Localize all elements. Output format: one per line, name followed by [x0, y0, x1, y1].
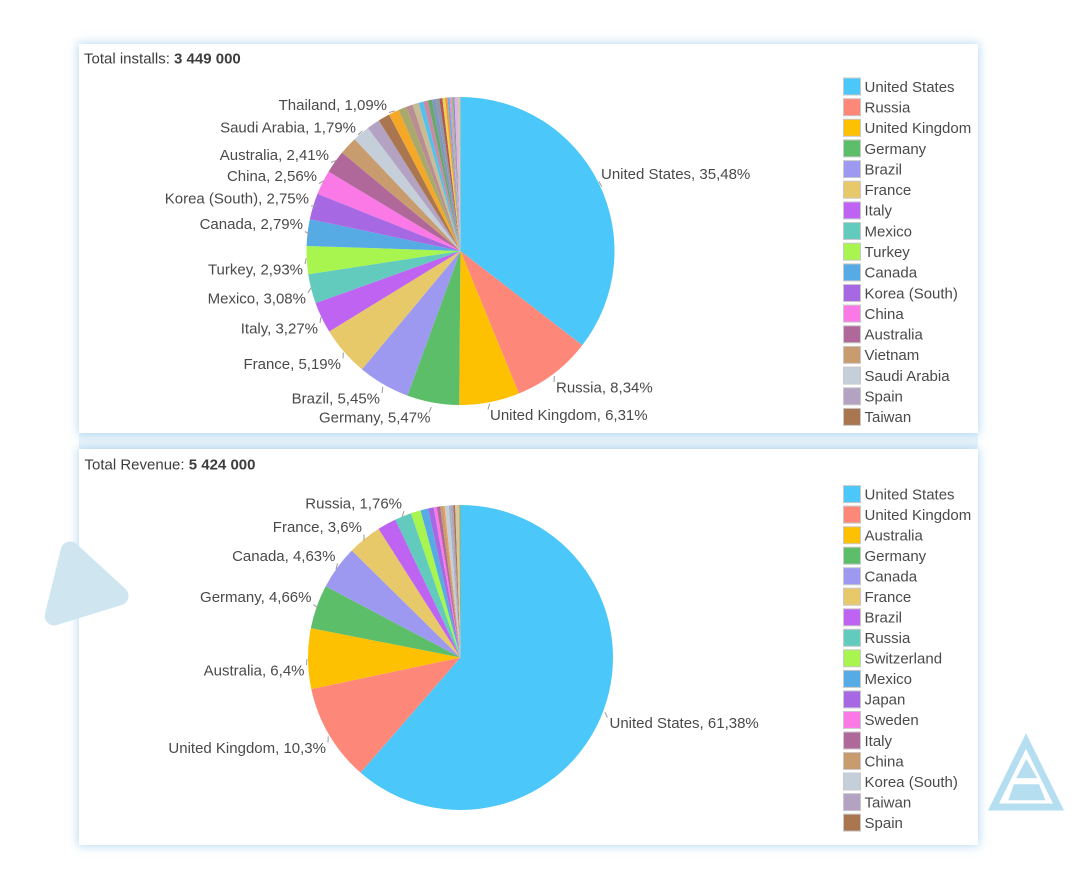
svg-text:Canada, 2,79%: Canada, 2,79% — [200, 216, 303, 233]
svg-text:Brazil: Brazil — [865, 161, 903, 178]
svg-text:Germany, 4,66%: Germany, 4,66% — [200, 589, 311, 606]
svg-text:Korea (South): Korea (South) — [865, 774, 958, 791]
svg-text:Spain: Spain — [865, 389, 903, 406]
svg-text:United Kingdom: United Kingdom — [865, 507, 972, 524]
svg-text:Total Revenue: 5 424 000: Total Revenue: 5 424 000 — [85, 457, 256, 474]
svg-text:Sweden: Sweden — [865, 712, 919, 729]
svg-text:Italy, 3,27%: Italy, 3,27% — [241, 321, 318, 338]
svg-text:Australia: Australia — [865, 528, 924, 545]
svg-text:United States, 61,38%: United States, 61,38% — [610, 715, 759, 732]
svg-text:Italy: Italy — [865, 203, 893, 220]
svg-text:Thailand, 1,09%: Thailand, 1,09% — [279, 97, 387, 114]
svg-text:China: China — [865, 306, 905, 323]
svg-text:Total installs: 3 449 000: Total installs: 3 449 000 — [84, 51, 241, 68]
svg-text:France, 5,19%: France, 5,19% — [243, 356, 341, 373]
svg-text:Mexico: Mexico — [865, 671, 913, 688]
svg-text:Brazil, 5,45%: Brazil, 5,45% — [292, 391, 380, 408]
svg-text:Germany, 5,47%: Germany, 5,47% — [319, 410, 430, 427]
svg-text:Saudi Arabia: Saudi Arabia — [865, 368, 951, 385]
svg-text:Italy: Italy — [865, 733, 893, 750]
svg-text:Canada: Canada — [865, 265, 918, 282]
svg-text:Spain: Spain — [865, 815, 903, 832]
svg-text:Russia, 8,34%: Russia, 8,34% — [556, 380, 653, 397]
svg-text:Mexico, 3,08%: Mexico, 3,08% — [208, 291, 306, 308]
svg-text:United States, 35,48%: United States, 35,48% — [601, 166, 750, 183]
svg-text:United States: United States — [865, 486, 955, 503]
svg-text:Canada, 4,63%: Canada, 4,63% — [232, 548, 335, 565]
svg-text:Russia: Russia — [865, 100, 912, 117]
svg-text:France, 3,6%: France, 3,6% — [273, 519, 362, 536]
svg-text:Germany: Germany — [865, 141, 927, 158]
svg-text:Australia: Australia — [865, 327, 924, 344]
svg-text:Korea (South): Korea (South) — [865, 285, 958, 302]
svg-text:United Kingdom, 6,31%: United Kingdom, 6,31% — [490, 407, 648, 424]
svg-text:United States: United States — [865, 79, 955, 96]
svg-text:Taiwan: Taiwan — [865, 794, 912, 811]
svg-text:Brazil: Brazil — [865, 610, 903, 627]
svg-text:Germany: Germany — [865, 548, 927, 565]
svg-text:Russia: Russia — [865, 630, 912, 647]
svg-text:Turkey, 2,93%: Turkey, 2,93% — [208, 262, 303, 279]
svg-text:United Kingdom, 10,3%: United Kingdom, 10,3% — [168, 740, 326, 757]
svg-text:China, 2,56%: China, 2,56% — [227, 168, 317, 185]
svg-text:Australia, 2,41%: Australia, 2,41% — [220, 147, 329, 164]
svg-text:Turkey: Turkey — [865, 244, 911, 261]
svg-text:Japan: Japan — [865, 692, 906, 709]
svg-text:United Kingdom: United Kingdom — [865, 120, 972, 137]
svg-text:Australia, 6,4%: Australia, 6,4% — [204, 663, 305, 680]
svg-text:Taiwan: Taiwan — [865, 409, 912, 426]
svg-text:Switzerland: Switzerland — [865, 651, 943, 668]
svg-text:Russia, 1,76%: Russia, 1,76% — [305, 496, 402, 513]
svg-text:Mexico: Mexico — [865, 223, 913, 240]
svg-text:France: France — [865, 589, 912, 606]
svg-text:France: France — [865, 182, 912, 199]
svg-text:Vietnam: Vietnam — [865, 347, 920, 364]
svg-text:China: China — [865, 753, 905, 770]
svg-text:Saudi Arabia, 1,79%: Saudi Arabia, 1,79% — [220, 120, 356, 137]
svg-text:Korea (South), 2,75%: Korea (South), 2,75% — [165, 191, 309, 208]
svg-text:Canada: Canada — [865, 569, 918, 586]
